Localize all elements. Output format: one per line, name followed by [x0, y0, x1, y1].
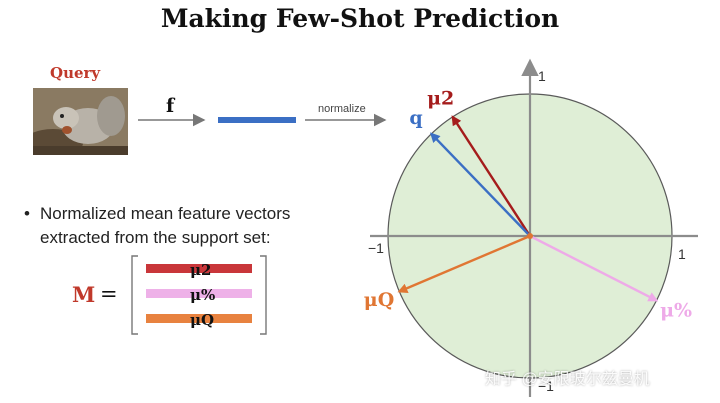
matrix-row-label-0: μ2 [190, 261, 211, 279]
vector-label-muPct: μ% [660, 299, 692, 321]
vector-muQ [397, 234, 531, 293]
feature-vector-bar [218, 117, 296, 123]
right-bracket [260, 255, 267, 335]
vector-label-mu2: μ2 [427, 87, 454, 109]
page-title: Making Few-Shot Prediction [160, 4, 560, 33]
tick-neg-y: −1 [538, 378, 554, 394]
matrix-row-bar-2 [146, 314, 252, 323]
vector-label-q: q [409, 107, 422, 129]
vector-muPct [529, 234, 659, 302]
bullet-line-1: Normalized mean feature vectors [40, 204, 291, 223]
bullet-dot: • [24, 204, 30, 223]
matrix-M: μ2 μ% μQ [131, 255, 267, 335]
vector-mu2 [451, 115, 532, 237]
matrix-row-bar-1 [146, 289, 252, 298]
feature-function-label: f [166, 95, 175, 117]
normalize-label: normalize [318, 103, 366, 115]
tick-neg-x: −1 [368, 240, 384, 256]
matrix-row-label-2: μQ [190, 311, 214, 329]
matrix-symbol: M [72, 282, 96, 307]
equals-sign: = [100, 282, 118, 306]
feature-flow [138, 113, 387, 127]
tick-pos-y: 1 [538, 68, 546, 84]
vector-diagram: 1 −1 1 −1 μ2q μQ μ% [364, 58, 698, 397]
query-label: Query [50, 64, 101, 82]
matrix-row-label-1: μ% [190, 286, 215, 304]
matrix-row-bar-0 [146, 264, 252, 273]
bullet-line-2: extracted from the support set: [40, 228, 271, 247]
origin-dot [527, 233, 533, 239]
left-bracket [131, 255, 138, 335]
query-image [33, 88, 128, 155]
tick-pos-x: 1 [678, 246, 686, 262]
vector-q [429, 132, 531, 237]
watermark: 知乎 @安限玻尔兹曼机 [485, 371, 650, 388]
vector-label-muQ: μQ [364, 289, 394, 311]
